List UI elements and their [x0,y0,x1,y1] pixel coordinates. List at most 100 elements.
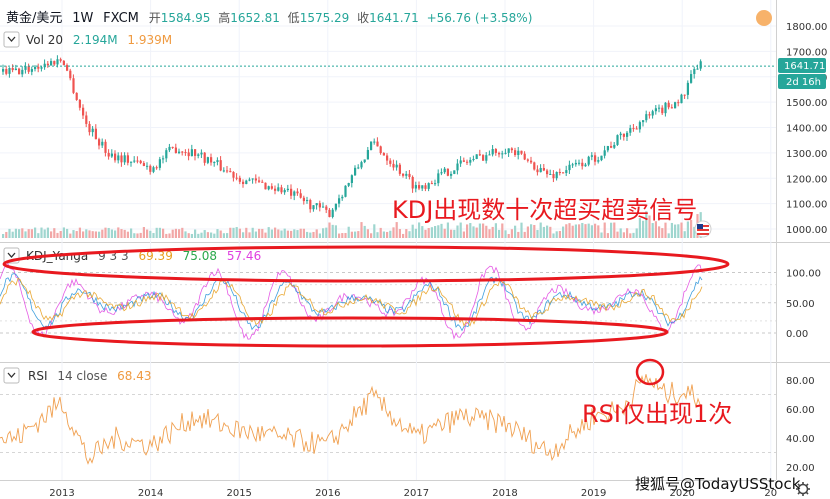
candle [37,66,40,69]
candle [466,161,469,163]
chevron-down-icon[interactable] [7,36,16,42]
candle [354,167,357,176]
candle [334,203,337,210]
candle [488,154,491,156]
candle [347,182,350,186]
volume-bar [482,223,485,238]
volume-bar [120,229,123,238]
open-value: 1584.95 [161,11,211,25]
rsi-tick-label: 60.00 [786,405,815,416]
volume-bar [248,232,251,238]
candle [690,74,693,83]
volume-bar [88,230,91,238]
candle [114,153,117,161]
volume-bar [21,228,24,238]
alert-icon[interactable] [756,10,772,26]
candle [462,160,465,162]
candle [155,167,158,169]
volume-bar [114,230,117,238]
candle [101,141,104,146]
volume-bar [613,222,616,238]
volume-bar [408,231,411,238]
volume-bar [632,232,635,238]
kdj-k-value: 69.39 [138,249,172,263]
candle [267,186,270,190]
volume-bar [661,228,664,238]
x-tick-label: 2020 [669,488,694,499]
volume-bar [648,215,651,238]
candle [168,146,171,151]
candle [526,159,529,161]
us-flag-icon[interactable] [694,220,712,238]
candle [136,160,139,162]
volume-bar [91,231,94,238]
volume-bar [418,222,421,238]
candle [194,149,197,156]
x-tick-label: 2018 [492,488,517,499]
volume-bar [280,230,283,238]
candle [699,61,702,69]
volume-bar [443,228,446,238]
candle [30,69,33,72]
volume-bar [667,233,670,238]
volume-bar [136,233,139,238]
candle [632,128,635,130]
price-tick-label: 1200.00 [786,174,827,185]
candle [133,160,136,162]
candle [110,153,113,157]
volume-bar [229,227,232,238]
volume-bar [597,225,600,238]
volume-bar [642,220,645,238]
candle [213,162,216,164]
candle [302,197,305,202]
volume-bar [309,232,312,238]
candle [408,173,411,177]
volume-bar [306,231,309,238]
candle [85,115,88,124]
candle [619,133,622,136]
gear-icon[interactable] [796,482,810,496]
candle [306,200,309,202]
x-tick-label: 2013 [49,488,74,499]
chevron-down-icon[interactable] [7,372,16,378]
candle [485,155,488,161]
kdj-d-value: 75.08 [183,249,217,263]
candle [456,163,459,171]
volume-bar [232,227,235,238]
candle [542,168,545,171]
last-price-tag [778,58,826,73]
candle [600,155,603,161]
candle [270,186,273,189]
kdj-lines [0,262,703,340]
candle [587,156,590,165]
volume-bar [546,225,549,238]
volume-bar [498,229,501,238]
volume-bar [370,233,373,238]
volume-legend[interactable]: Vol 20 2.194M 1.939M [3,31,172,48]
candle [453,170,456,174]
volume-bar [325,227,328,238]
candle [200,152,203,155]
volume-bar [254,231,257,238]
candle [165,150,168,159]
volume-bar [533,224,536,238]
volume-bar [674,224,677,238]
volume-bar [66,228,69,238]
candle [318,203,321,208]
candle [72,78,75,93]
candle [494,148,497,153]
candle [27,66,30,72]
candle [555,171,558,179]
rsi-legend[interactable]: RSI 14 close 68.43 [3,367,152,384]
candle [622,133,625,137]
candle [232,171,235,178]
volume-bar [654,221,657,238]
candle [379,146,382,154]
volume-bar [616,231,619,238]
volume-bar [651,223,654,238]
candle [8,67,11,74]
candle [50,61,53,66]
candle [680,94,683,104]
chevron-down-icon[interactable] [7,252,16,258]
candle [88,123,91,133]
